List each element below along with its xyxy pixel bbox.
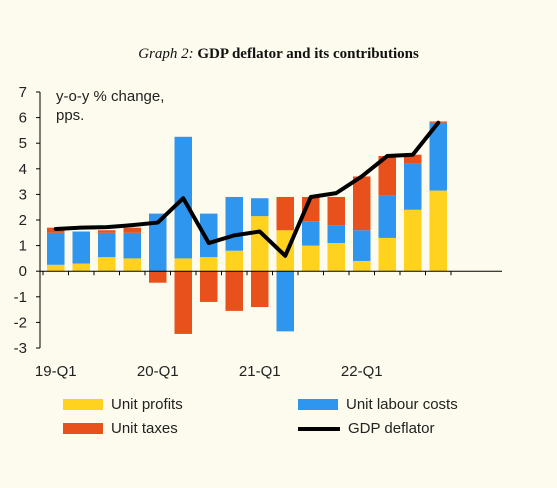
legend-label-unit-labour-costs: Unit labour costs [346,396,458,413]
y-tick-label: 5 [19,135,27,152]
bar-unit-profits [378,237,396,272]
legend-label-unit-profits: Unit profits [111,396,183,413]
legend-swatch-gdp-deflator [298,426,340,431]
bar-unit-taxes [98,230,116,233]
bar-unit-labour-costs [429,122,447,191]
bar-unit-taxes [404,154,422,164]
x-tick-label: 20-Q1 [137,363,179,380]
bar-unit-taxes [123,227,141,233]
bar-unit-profits [98,257,116,272]
x-tick-label: 22-Q1 [341,363,383,380]
legend-swatch-unit-taxes [63,423,103,434]
bar-unit-profits [72,263,90,272]
y-axis-label-line-1: y-o-y % change, [56,88,164,105]
bar-unit-profits [251,216,269,272]
bar-unit-labour-costs [200,213,218,258]
bar-unit-taxes [353,176,371,231]
bar-unit-profits [123,258,141,272]
line-gdp-deflator [53,120,441,258]
bar-unit-labour-costs [276,271,294,332]
legend-item-unit-labour-costs: Unit labour costs [298,396,458,413]
y-tick-label: 0 [19,263,27,280]
y-tick-label: -2 [14,314,27,331]
bar-unit-labour-costs [404,163,422,210]
bar-unit-taxes [378,156,396,196]
chart-title: Graph 2: GDP deflator and its contributi… [0,46,557,63]
legend-swatch-unit-labour-costs [298,399,338,410]
bar-unit-labour-costs [327,225,345,244]
bar-unit-profits [174,258,192,272]
legend-label-unit-taxes: Unit taxes [111,420,178,437]
y-tick-label: 3 [19,186,27,203]
legend-swatch-unit-profits [63,399,103,410]
bar-unit-taxes [276,196,294,231]
bar-unit-labour-costs [98,232,116,258]
y-tick-label: 6 [19,110,27,127]
bar-unit-taxes [174,271,192,334]
bar-unit-taxes [200,271,218,302]
bar-unit-labour-costs [123,232,141,259]
bar-unit-profits [200,257,218,272]
legend-item-unit-taxes: Unit taxes [63,420,178,437]
bar-unit-labour-costs [149,213,167,272]
bar-unit-labour-costs [353,230,371,261]
bar-unit-labour-costs [225,196,243,251]
bar-unit-profits [47,264,65,272]
bar-unit-labour-costs [378,195,396,238]
y-tick-label: 7 [19,84,27,101]
bar-unit-taxes [225,271,243,311]
y-tick-label: 4 [19,161,27,178]
y-tick-label: -1 [14,289,27,306]
bar-unit-profits [429,190,447,272]
y-axis-label-line-2: pps. [56,107,84,124]
legend-label-gdp-deflator: GDP deflator [348,420,435,437]
bar-unit-labour-costs [47,232,65,265]
bar-unit-labour-costs [251,198,269,217]
bar-unit-labour-costs [72,231,90,264]
chart-title-lead: Graph 2: [138,46,194,62]
bar-unit-profits [404,209,422,272]
legend-item-unit-profits: Unit profits [63,396,183,413]
bar-unit-taxes [327,196,345,226]
y-tick-label: 1 [19,238,27,255]
bar-unit-taxes [149,271,167,283]
chart-title-main: GDP deflator and its contributions [197,46,419,62]
y-tick-label: -3 [14,340,27,357]
bar-unit-profits [302,245,320,272]
legend-item-gdp-deflator: GDP deflator [298,420,434,437]
bar-unit-profits [353,260,371,272]
bar-unit-taxes [251,271,269,308]
bar-unit-profits [276,230,294,272]
y-tick-label: 2 [19,212,27,229]
bar-unit-profits [327,243,345,272]
x-tick-label: 21-Q1 [239,363,281,380]
chart-plot-area: y-o-y % change, pps. -3 -2 -1 0 1 2 3 4 5 6 7 19-Q1… [14,84,502,380]
bar-unit-profits [225,250,243,272]
x-tick-label: 19-Q1 [35,363,77,380]
bar-unit-labour-costs [302,221,320,246]
